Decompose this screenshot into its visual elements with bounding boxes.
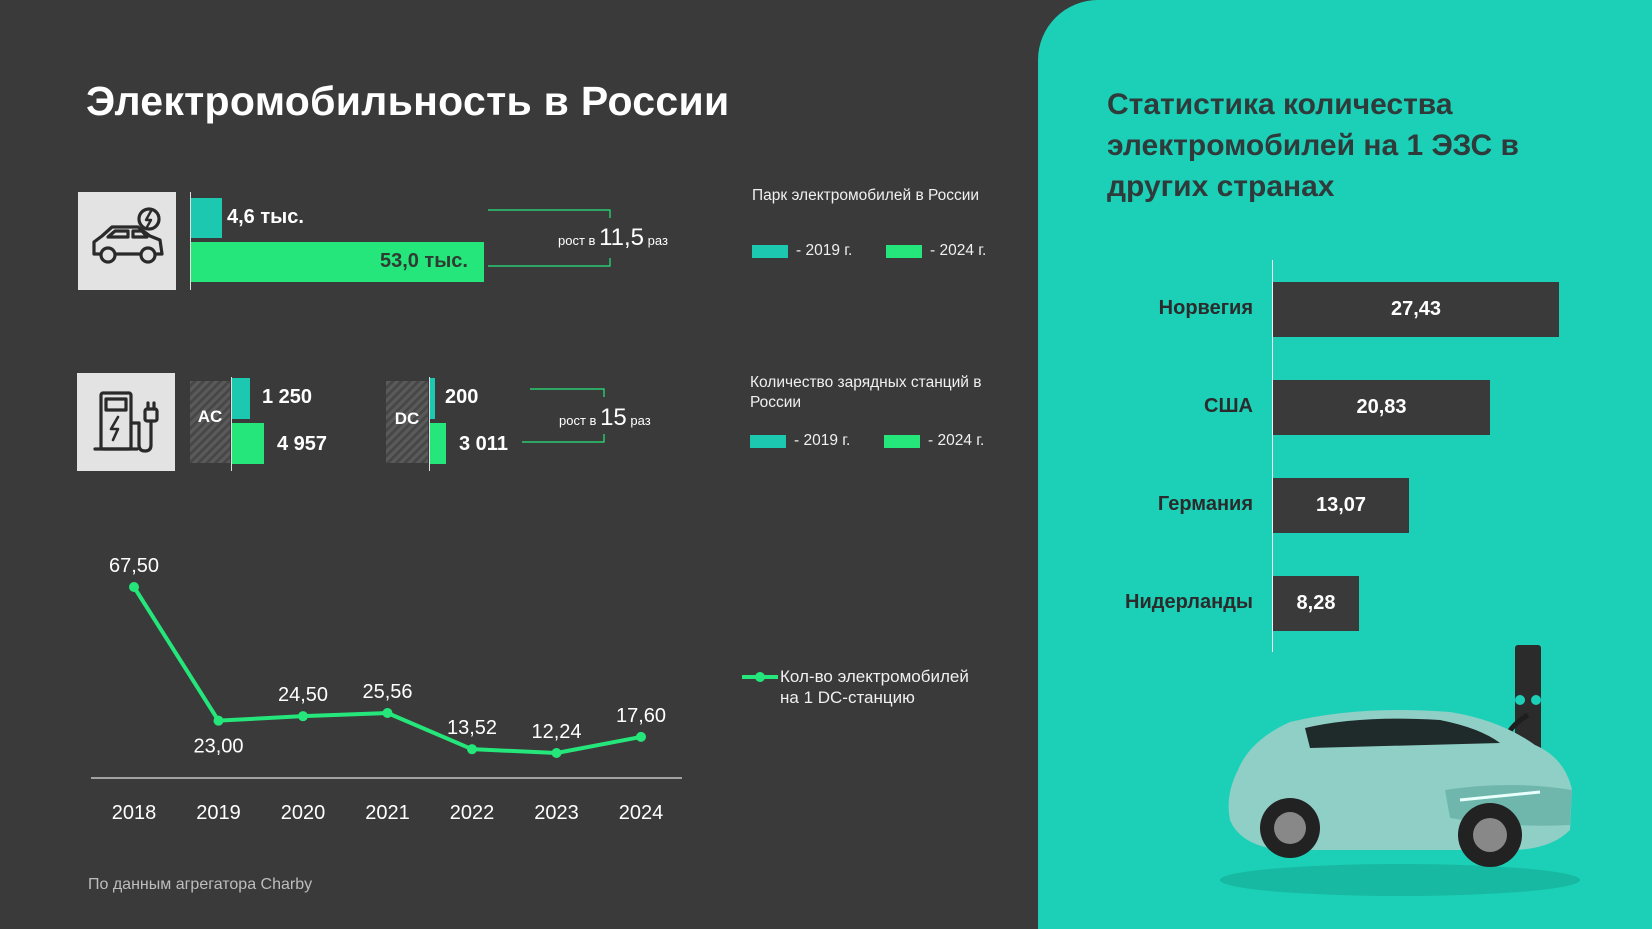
car-charger-illustration [1220, 645, 1580, 896]
electric-car-icon [78, 192, 176, 290]
x-tick-label: 2022 [450, 802, 495, 824]
data-label: 12,24 [531, 721, 581, 743]
data-point [636, 731, 646, 742]
data-label: 25,56 [362, 681, 412, 703]
legend-line-marker [742, 672, 778, 682]
stations-legend-2024: - 2024 г. [884, 432, 984, 450]
ac-label-box [190, 381, 230, 463]
country-bar: 13,07 [1273, 478, 1409, 533]
fleet-legend-title: Парк электромобилей в России [752, 187, 980, 204]
fleet-growth-bracket [488, 209, 611, 267]
ac-label: AC [197, 407, 223, 426]
country-label: Германия [1157, 493, 1253, 515]
stations-legend-2019: - 2019 г. [750, 432, 850, 450]
data-label: 24,50 [278, 684, 328, 706]
x-tick-label: 2023 [534, 802, 579, 824]
dc-bar-2024 [430, 423, 446, 464]
fleet-legend-2019: - 2019 г. [752, 242, 852, 260]
dc-axis-line [429, 377, 430, 471]
line-chart: 67,50 2018 23,00 2019 24,50 2020 25,56 2021 13,5… [91, 555, 682, 824]
data-point [551, 748, 562, 758]
legend-swatch-teal [752, 244, 788, 258]
fleet-bar-2024 [191, 242, 484, 282]
data-point [213, 715, 224, 726]
x-tick-label: 2021 [365, 802, 410, 824]
data-label: 23,00 [193, 736, 243, 758]
data-label: 13,52 [447, 717, 497, 739]
dc-value-2024: 3 011 [459, 433, 508, 455]
stations-growth-label: рост в 15 раз [559, 404, 651, 431]
x-tick-label: 2024 [619, 802, 664, 824]
legend-swatch-teal [750, 434, 786, 448]
country-bar: 20,83 [1273, 380, 1490, 435]
ac-bar-2019 [232, 378, 250, 419]
x-tick-label: 2020 [281, 802, 326, 824]
ac-value-2019: 1 250 [262, 386, 313, 408]
data-label: 67,50 [109, 555, 159, 577]
dc-bar-2019 [430, 378, 435, 419]
page-title: Электромобильность в России [86, 78, 730, 124]
country-bar: 8,28 [1273, 576, 1359, 631]
fleet-value-2024: 53,0 тыс. [379, 250, 468, 272]
data-point [467, 744, 477, 755]
data-point [382, 707, 393, 718]
dc-label: DC [394, 409, 420, 428]
ac-bar-2024 [232, 423, 264, 464]
fleet-value-2019: 4,6 тыс. [227, 206, 304, 228]
data-label: 17,60 [616, 705, 666, 727]
line-legend-text-1: Кол-во электромобилей [780, 667, 969, 686]
fleet-growth-label: рост в 11,5 раз [558, 224, 668, 251]
ac-value-2024: 4 957 [277, 433, 328, 455]
fleet-bar-2019 [191, 198, 222, 238]
fleet-legend-2024: - 2024 г. [886, 242, 986, 260]
country-label: Норвегия [1158, 297, 1253, 319]
data-point [298, 711, 308, 722]
x-tick-label: 2018 [112, 802, 157, 824]
stations-growth-bracket [522, 388, 605, 443]
country-label: США [1204, 395, 1253, 417]
charging-station-icon [77, 373, 175, 471]
dc-label-box [386, 381, 428, 463]
x-tick-label: 2019 [196, 802, 241, 824]
data-point [129, 582, 139, 592]
ac-axis-line [231, 377, 232, 471]
line-legend-text-2: на 1 DC-станцию [780, 688, 915, 707]
legend-swatch-green [886, 244, 922, 258]
countries-axis-line [1272, 260, 1273, 652]
country-bar: 27,43 [1273, 282, 1559, 337]
stations-legend-title: Количество зарядных станций в России [750, 374, 982, 411]
dc-value-2019: 200 [445, 386, 479, 408]
line-legend: Кол-во электромобилей на 1 DC-станцию [740, 666, 969, 708]
country-label: Нидерланды [1125, 591, 1253, 613]
legend-swatch-green [884, 434, 920, 448]
fleet-axis-line [190, 192, 191, 290]
panel-title: Статистика количества электромобилей на … [1107, 88, 1519, 203]
source-note: По данным агрегатора Charby [88, 876, 313, 893]
